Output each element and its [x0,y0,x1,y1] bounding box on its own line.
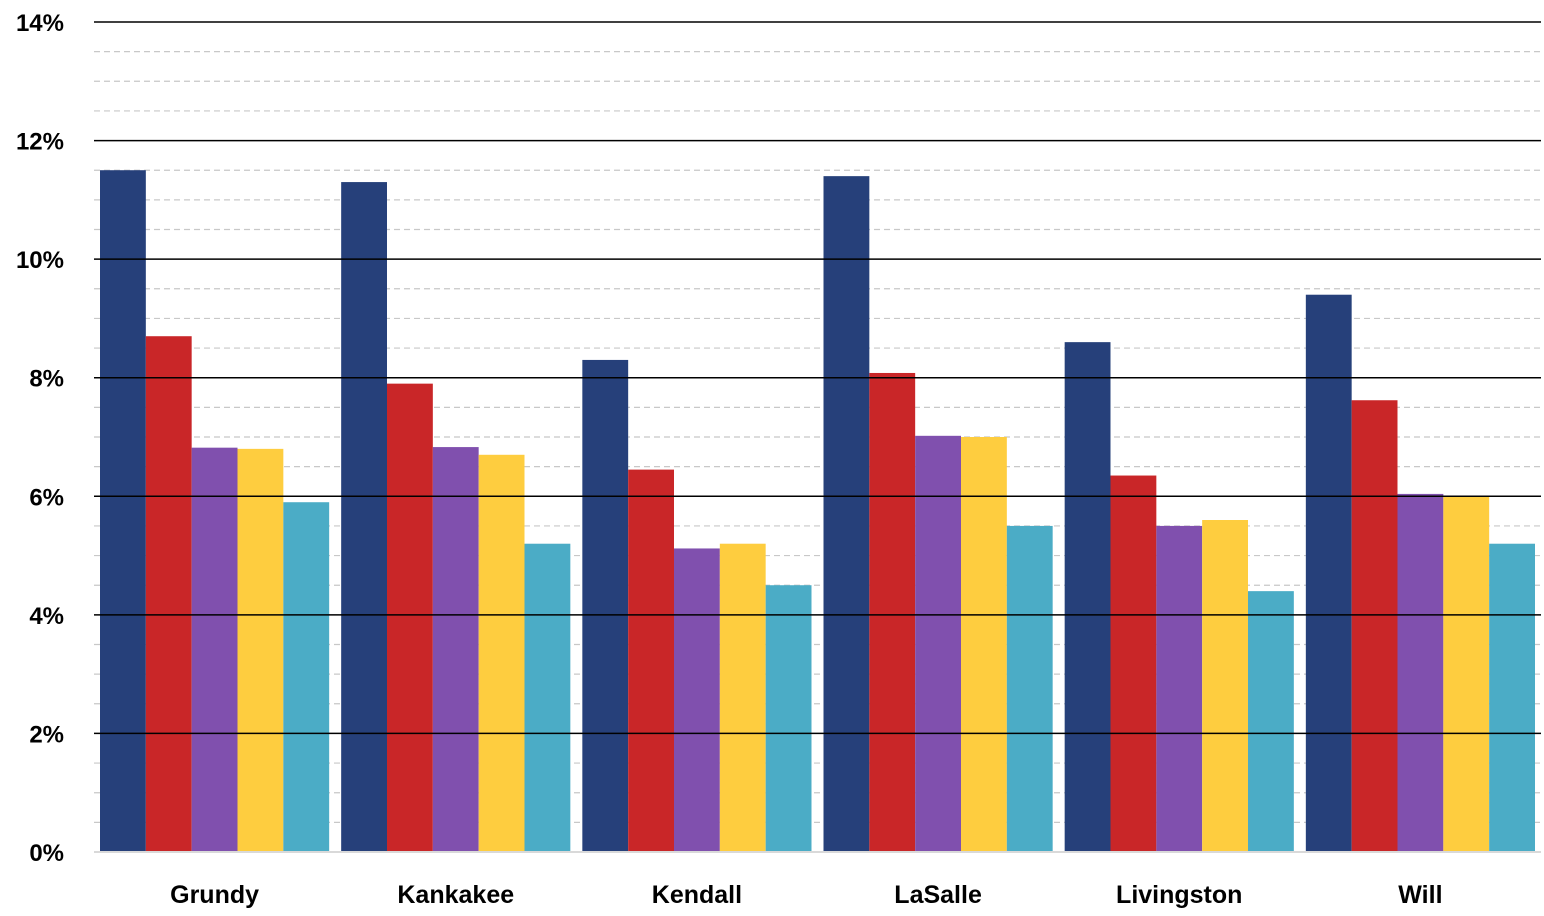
bar-will-series-1 [1305,294,1352,852]
bar-kankakee-series-1 [341,182,387,853]
bar-grundy-series-4 [237,448,284,852]
bar-kendall-series-5 [765,585,812,852]
gridlines [94,51,1541,823]
x-tick-label: Livingston [1116,881,1242,909]
y-tick-label: 6% [29,484,64,511]
bar-will-series-2 [1351,400,1398,852]
y-tick-label: 12% [16,129,64,156]
y-tick-label: 10% [16,247,64,274]
bar-livingston-series-3 [1156,525,1203,852]
bar-will-series-3 [1397,493,1444,852]
bar-grundy-series-1 [100,170,146,852]
bar-lasalle-series-4 [961,437,1007,852]
bar-kendall-series-4 [719,543,766,852]
x-tick-label: Kankakee [397,881,514,909]
y-tick-label: 4% [29,603,64,630]
bar-livingston-series-5 [1248,591,1294,852]
y-axis-ticks: 0% 2% 4% 6% 8% 10% 12% 14% [16,10,64,867]
x-axis-categories: Grundy Kankakee Kendall LaSalle Livingston Wi… [170,881,1442,909]
x-tick-label: Will [1398,881,1442,909]
y-tick-label: 14% [16,10,64,37]
bar-grundy-series-3 [191,447,238,852]
bar-will-series-4 [1443,496,1490,852]
bar-kendall-series-1 [582,359,629,852]
bar-grundy-series-2 [145,336,192,852]
bars [94,21,1541,853]
bar-lasalle-series-1 [823,176,870,853]
bar-lasalle-series-5 [1006,525,1053,852]
bar-lasalle-series-2 [869,372,916,852]
bar-kankakee-series-2 [387,383,433,852]
y-tick-label: 2% [29,721,64,748]
bar-kankakee-series-4 [478,454,525,852]
x-tick-label: LaSalle [894,881,982,909]
bar-livingston-series-2 [1110,475,1157,852]
y-tick-label: 0% [29,840,64,867]
bar-grundy-series-5 [283,502,330,852]
bar-livingston-series-4 [1202,520,1248,852]
bar-kendall-series-3 [674,548,720,852]
x-tick-label: Kendall [652,881,742,909]
y-tick-label: 8% [29,366,64,393]
bar-lasalle-series-3 [915,435,961,852]
x-tick-label: Grundy [170,881,259,909]
bar-will-series-5 [1489,543,1535,852]
bar-kankakee-series-5 [524,543,571,852]
bar-kendall-series-2 [628,469,674,852]
bar-livingston-series-1 [1064,342,1111,852]
bar-kankakee-series-3 [432,447,479,852]
